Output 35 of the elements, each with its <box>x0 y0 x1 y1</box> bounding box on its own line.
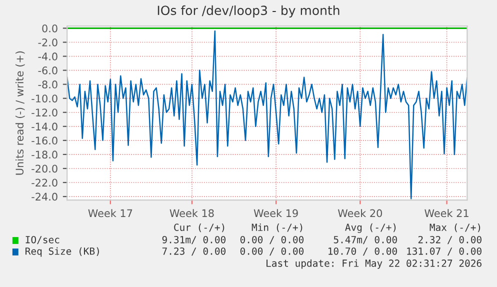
text: 0.00 / 0.00 <box>240 247 304 256</box>
text: 2.32 / 0.00 <box>418 236 482 244</box>
y-tick-label: -6.0 <box>38 66 58 74</box>
x-tick-label: Week 20 <box>338 209 382 218</box>
x-tick-label: Week 21 <box>424 209 468 218</box>
legend-label: IO/sec <box>26 236 60 244</box>
text: Min (-/+) <box>252 223 302 232</box>
x-tick-label: Week 19 <box>254 209 298 218</box>
text: 5.47m/ 0.00 <box>334 236 397 244</box>
y-tick-label: -20.0 <box>32 164 58 173</box>
y-tick-label: -16.0 <box>32 136 58 145</box>
y-tick-label: -24.0 <box>32 192 58 201</box>
y-tick-label: -8.0 <box>38 80 58 88</box>
x-tick-label: Week 17 <box>88 209 132 218</box>
text: Cur (-/+) <box>174 223 224 232</box>
x-tick-label: Week 18 <box>170 209 214 218</box>
text: 7.23 / 0.00 <box>162 247 226 256</box>
y-axis-title: Units read (-) / write (+) <box>15 51 25 175</box>
y-tick-label: -4.0 <box>38 52 58 60</box>
y-tick-label: -22.0 <box>32 178 58 187</box>
y-tick-label: -18.0 <box>32 150 58 159</box>
text: 0.00 / 0.00 <box>240 236 304 244</box>
y-tick-label: -2.0 <box>38 38 58 46</box>
y-tick-label: 0.0 <box>42 24 58 32</box>
text: Max (-/+) <box>430 223 480 232</box>
text: 9.31m/ 0.00 <box>162 236 226 244</box>
chart-title: IOs for /dev/loop3 - by month <box>158 5 340 18</box>
text: 10.70 / 0.00 <box>328 247 397 256</box>
text: 131.07 / 0.00 <box>407 247 482 256</box>
y-tick-label: -14.0 <box>32 122 58 131</box>
legend-label: Req Size (KB) <box>26 247 99 257</box>
text: Last update: Fri May 22 02:31:27 2026 <box>266 259 482 269</box>
y-tick-label: -12.0 <box>32 108 58 116</box>
y-tick-label: -10.0 <box>32 94 58 102</box>
text: Avg (-/+) <box>345 223 396 233</box>
